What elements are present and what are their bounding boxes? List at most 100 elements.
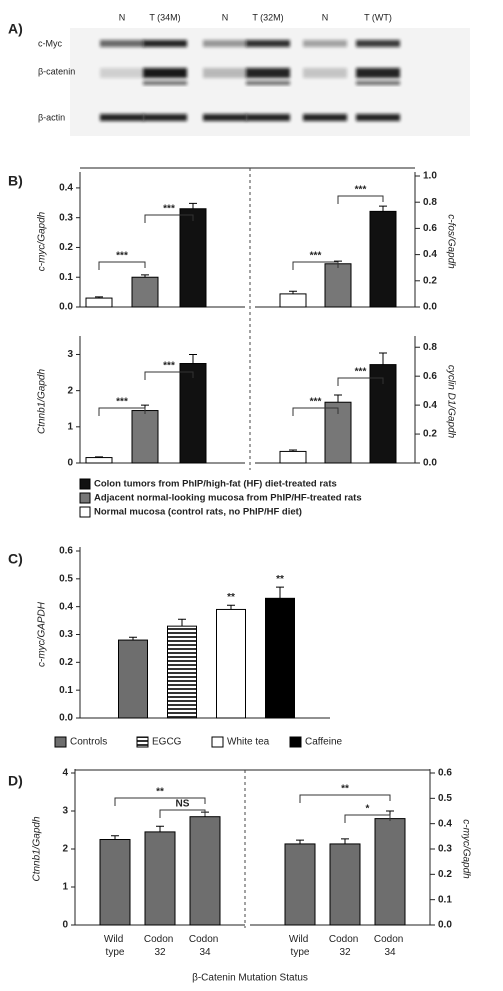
y-tick-label: 0.4 (59, 601, 73, 612)
significance: *** (116, 397, 128, 408)
error-bar (227, 605, 235, 609)
bar (86, 458, 112, 463)
significance: * (366, 804, 370, 815)
error-bar (178, 619, 186, 626)
x-tick-label: Wild type (104, 934, 126, 958)
blot-band (203, 68, 247, 78)
axis-title: Ctnnb1/Gapdh (37, 369, 48, 434)
row-label: β-actin (38, 112, 65, 122)
y-tick-label: 0.1 (438, 894, 452, 905)
y-tick-label: 0.8 (423, 197, 437, 208)
legend-label: Caffeine (305, 737, 343, 748)
x-tick-label: Wild type (289, 934, 311, 958)
y-tick-label: 0.4 (438, 818, 452, 829)
panel-label: C) (8, 551, 23, 567)
blot-band (303, 114, 347, 121)
error-bar (189, 203, 197, 208)
y-tick-label: 0.1 (59, 272, 73, 283)
bar (266, 598, 295, 718)
y-tick-label: 0.5 (59, 573, 73, 584)
y-tick-label: 0.3 (59, 212, 73, 223)
blot-band (203, 40, 247, 47)
y-tick-label: 0.0 (423, 302, 437, 313)
legend-label: Adjacent normal-looking mucosa from PhIP… (94, 493, 362, 504)
y-tick-label: 1.0 (423, 171, 437, 182)
bar (285, 844, 315, 925)
figure: A)B)C)D)NT (34M)NT (32M)NT (WT)c-Mycβ-ca… (0, 0, 503, 991)
y-tick-label: 0.0 (59, 302, 73, 313)
blot-band (356, 114, 400, 121)
bar (180, 209, 206, 307)
y-tick-label: 0.4 (423, 249, 437, 260)
y-tick-label: 0.3 (59, 629, 73, 640)
bracket (338, 196, 383, 204)
y-tick-label: 3 (67, 349, 73, 360)
y-tick-label: 0.2 (423, 275, 437, 286)
lane-label: N (119, 12, 126, 22)
significance: ** (227, 592, 235, 603)
legend-label: White tea (227, 737, 270, 748)
error-bar (276, 587, 284, 598)
y-tick-label: 0.0 (423, 458, 437, 469)
bar (280, 451, 306, 463)
significance: *** (163, 361, 175, 372)
panel-label: D) (8, 773, 23, 789)
x-tick-label: Codon 34 (374, 934, 406, 958)
error-bar (379, 353, 387, 365)
axis-title: c-fos/Gapdh (445, 214, 456, 269)
panel-label: B) (8, 173, 23, 189)
blot-band (303, 68, 347, 78)
bar (280, 294, 306, 307)
y-tick-label: 1 (62, 882, 68, 893)
blot-band (246, 114, 290, 121)
axis-title: c-myc/Gapdh (460, 819, 471, 879)
y-tick-label: 0.6 (438, 768, 452, 779)
blot-band (356, 68, 400, 78)
y-tick-label: 0.4 (59, 183, 73, 194)
bar (168, 626, 197, 718)
axis-title: cyclin D1/Gapdh (445, 365, 456, 439)
bar (325, 264, 351, 307)
y-tick-label: 0.0 (438, 920, 452, 931)
y-tick-label: 4 (62, 768, 68, 779)
blot-band (143, 114, 187, 121)
lane-label: N (322, 12, 329, 22)
y-tick-label: 0.6 (423, 223, 437, 234)
y-tick-label: 2 (67, 385, 73, 396)
error-bar (189, 354, 197, 363)
y-tick-label: 0 (62, 920, 68, 931)
legend-label: Colon tumors from PhIP/high-fat (HF) die… (94, 479, 337, 490)
bar (370, 211, 396, 307)
y-tick-label: 0 (67, 458, 73, 469)
significance: *** (310, 251, 322, 262)
bar (180, 364, 206, 463)
blot-band (246, 68, 290, 78)
significance: *** (310, 397, 322, 408)
bar (119, 640, 148, 718)
blot-band (246, 81, 290, 85)
bar (145, 832, 175, 925)
axis-title: c-myc/GAPDH (37, 601, 48, 667)
y-tick-label: 1 (67, 421, 73, 432)
lane-label: T (32M) (252, 12, 283, 22)
row-label: β-catenin (38, 66, 75, 76)
blot-band (100, 40, 144, 47)
error-bar (379, 206, 387, 211)
blot-band (143, 68, 187, 78)
legend-swatch (137, 737, 148, 747)
lane-label: T (34M) (149, 12, 180, 22)
significance: NS (176, 799, 190, 810)
bracket (99, 262, 145, 270)
significance: ** (156, 787, 164, 798)
lane-label: N (222, 12, 229, 22)
bracket (115, 798, 205, 806)
y-tick-label: 0.3 (438, 844, 452, 855)
legend-label: EGCG (152, 737, 182, 748)
bar (100, 840, 130, 926)
blot-band (356, 40, 400, 47)
legend-swatch (212, 737, 223, 747)
y-tick-label: 0.1 (59, 685, 73, 696)
y-tick-label: 0.8 (423, 342, 437, 353)
y-tick-label: 0.2 (438, 869, 452, 880)
x-tick-label: Codon 32 (144, 934, 176, 958)
